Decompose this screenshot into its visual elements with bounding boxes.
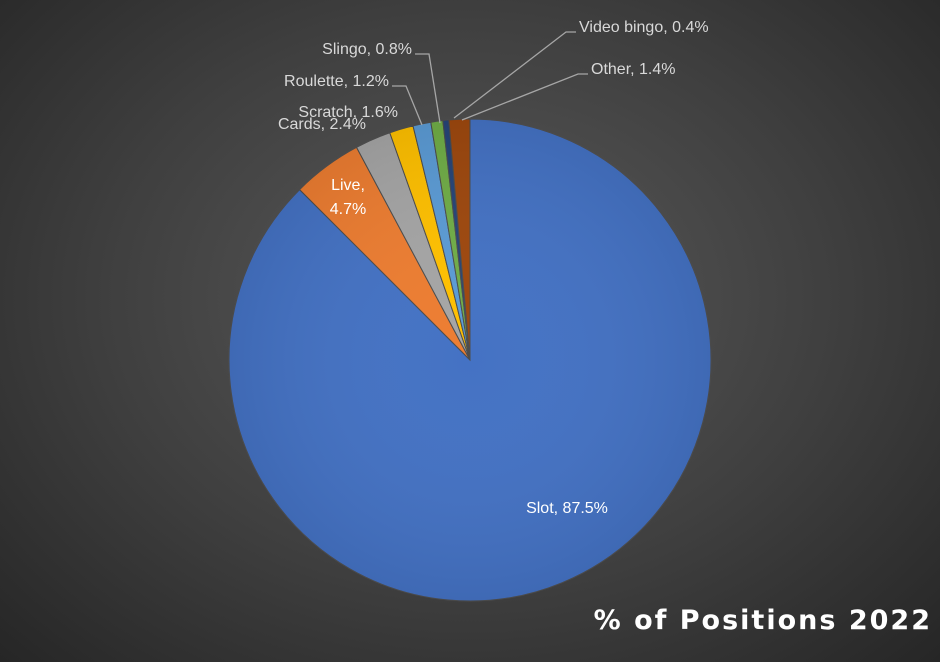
data-label-live-line: Live, [331, 177, 365, 194]
pie-slices [228, 118, 712, 602]
leader-lines [392, 31, 588, 126]
data-label-scratch: Scratch, 1.6% [298, 104, 398, 121]
leader-line-roulette [392, 85, 423, 126]
data-labels: Slot, 87.5% Live, 4.7% Cards, 2.4%Scratch, … [278, 19, 709, 517]
leader-line-slingo [415, 53, 441, 124]
data-label-cards: Cards, 2.4% [278, 116, 366, 133]
leader-line-other [461, 73, 588, 121]
data-label-live: Live, 4.7% [330, 177, 366, 218]
data-label-slingo: Slingo, 0.8% [322, 41, 412, 58]
data-label-other: Other, 1.4% [591, 61, 676, 78]
data-label-video-bingo: Video bingo, 0.4% [579, 19, 709, 36]
data-label-slot: Slot, 87.5% [526, 500, 608, 517]
leader-line-video-bingo [453, 31, 576, 119]
chart-title: % of Positions 2022 [593, 605, 932, 636]
data-label-roulette: Roulette, 1.2% [284, 73, 389, 90]
data-label-live-line: 4.7% [330, 201, 366, 218]
